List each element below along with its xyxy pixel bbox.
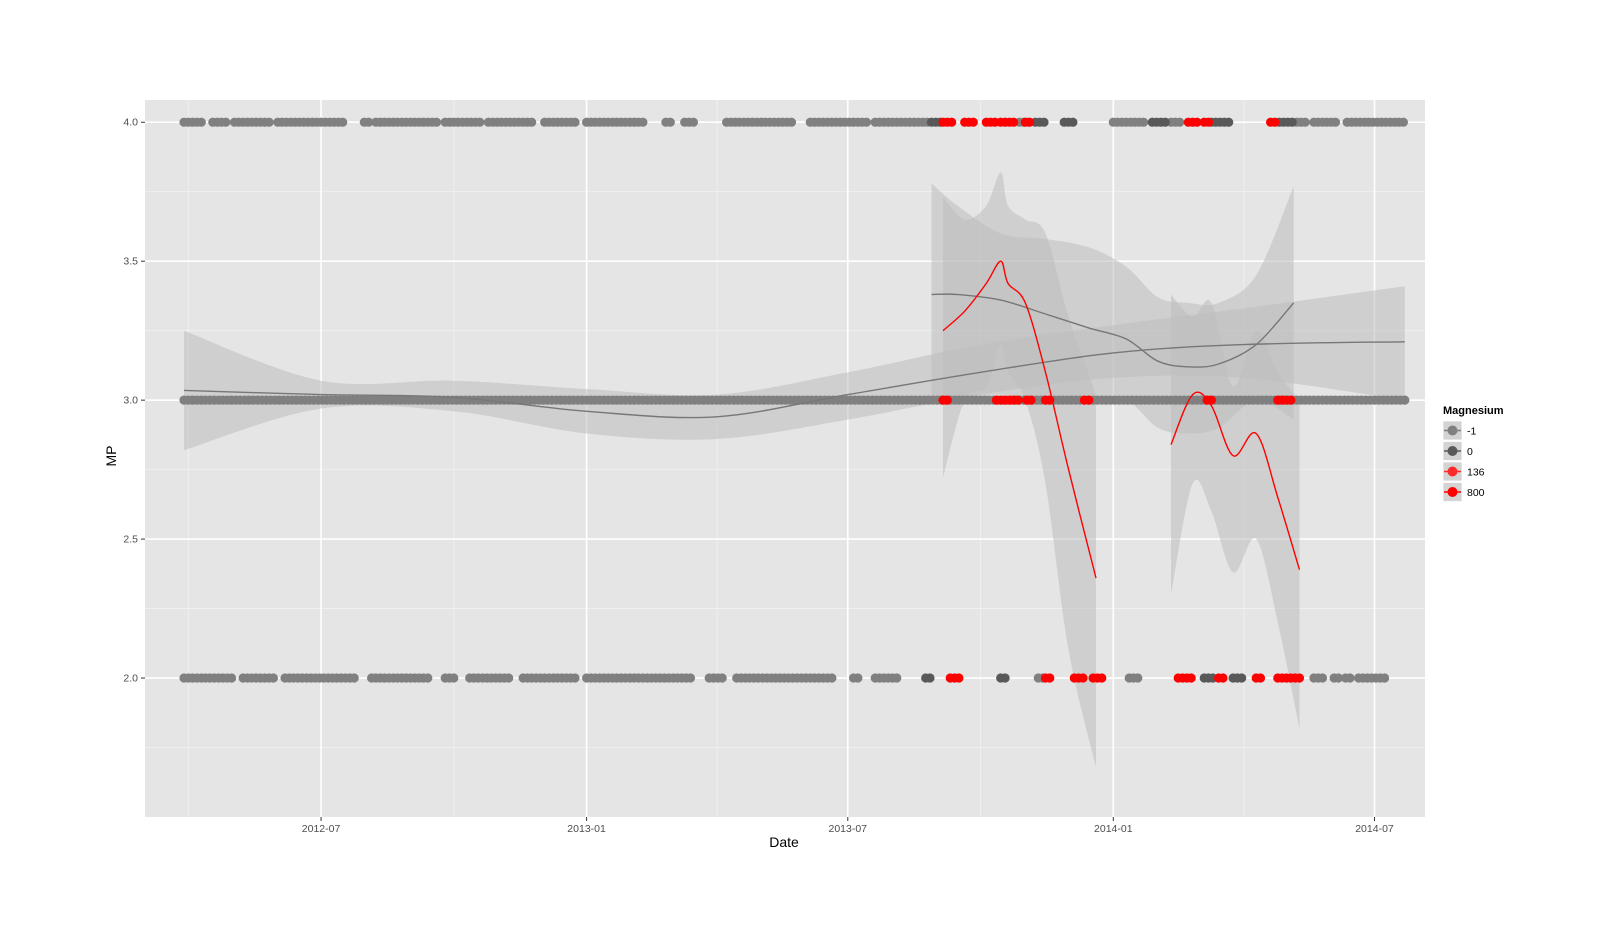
data-point [1009,117,1019,127]
data-point [1000,673,1010,683]
data-point [947,117,957,127]
data-point [570,673,580,683]
y-tick-label: 4.0 [123,117,138,129]
data-point [1186,673,1196,683]
data-point [1380,673,1390,683]
data-point [1345,673,1355,683]
data-point [665,117,675,127]
data-point [1078,673,1088,683]
data-point [1026,395,1036,405]
trend-line-0 [931,293,1295,368]
legend-label: -1 [1467,426,1476,438]
data-point [685,673,696,683]
data-point [1045,673,1055,683]
data-point [1224,117,1234,127]
data-point [264,117,274,127]
data-point [364,117,374,127]
data-point [338,117,348,127]
data-point [1270,117,1280,127]
confidence-ribbon-800 [943,172,1096,768]
legend-key-point [1447,466,1458,477]
x-tick-label: 2014-07 [1355,823,1394,835]
data-point [504,673,514,683]
y-tick-label: 2.0 [123,673,138,685]
data-point [268,673,278,683]
data-point [1317,673,1328,683]
data-point [227,673,237,683]
data-point [968,117,978,127]
data-point [1330,117,1341,127]
data-point [827,673,837,683]
axes: 2.0 2.5 3.0 3.5 4.0 2012-07 2013-01 2013-07 2014… [123,117,1394,835]
data-point [1139,117,1149,127]
y-tick-label: 2.5 [123,534,138,546]
data-point [449,673,459,683]
data-point [717,673,727,683]
data-point [925,673,935,683]
data-point [1160,117,1170,127]
data-point [1025,117,1035,127]
data-point [431,117,442,127]
data-point [1300,117,1310,127]
x-tick-label: 2013-01 [567,823,606,835]
data-point [853,673,863,683]
trend-lines [183,260,1405,579]
trend-line-800 [1170,391,1301,570]
legend-label: 136 [1467,467,1485,479]
data-point [527,117,537,127]
legend-key-point [1447,487,1458,497]
data-point [423,673,433,683]
data-point [570,117,580,127]
data-point [861,117,872,127]
data-point [1203,117,1214,127]
data-point [892,673,902,683]
legend-label: 0 [1467,446,1473,458]
data-point [1286,395,1296,405]
data-point [942,395,952,405]
data-point [688,117,699,127]
data-point [786,117,797,127]
data-point [638,117,648,127]
data-point [1084,395,1094,405]
data-point [1333,673,1343,683]
legend-title: Magnesium [1443,405,1504,417]
legend-label: 800 [1467,487,1485,499]
data-point [1133,673,1143,683]
data-point [1255,673,1266,683]
data-point [1237,673,1247,683]
data-point [1039,117,1049,127]
data-point [1400,395,1410,405]
data-point [349,673,359,683]
x-tick-label: 2014-01 [1094,823,1133,835]
data-point [221,117,231,127]
y-tick-label: 3.0 [123,395,138,407]
legend-key-point [1447,425,1458,436]
data-point [954,673,964,683]
data-point [1068,117,1078,127]
legend-key-point [1447,446,1458,456]
x-tick-label: 2012-07 [302,823,341,835]
y-axis-title: MP [103,446,119,467]
data-point [1398,117,1408,127]
trend-line--1 [183,341,1405,419]
y-tick-label: 3.5 [123,256,138,268]
data-point [1218,673,1228,683]
data-point [475,117,485,127]
x-axis-title: Date [769,834,799,850]
data-point [1287,117,1297,127]
trend-line-800 [942,260,1097,579]
data-point [196,117,206,127]
data-point [1175,117,1185,127]
data-point [1013,395,1023,405]
x-tick-label: 2013-07 [828,823,867,835]
legend: Magnesium -1 0 136 800 [1442,405,1504,502]
data-point [1097,673,1107,683]
data-point [1192,117,1202,127]
data-point [1294,673,1305,683]
